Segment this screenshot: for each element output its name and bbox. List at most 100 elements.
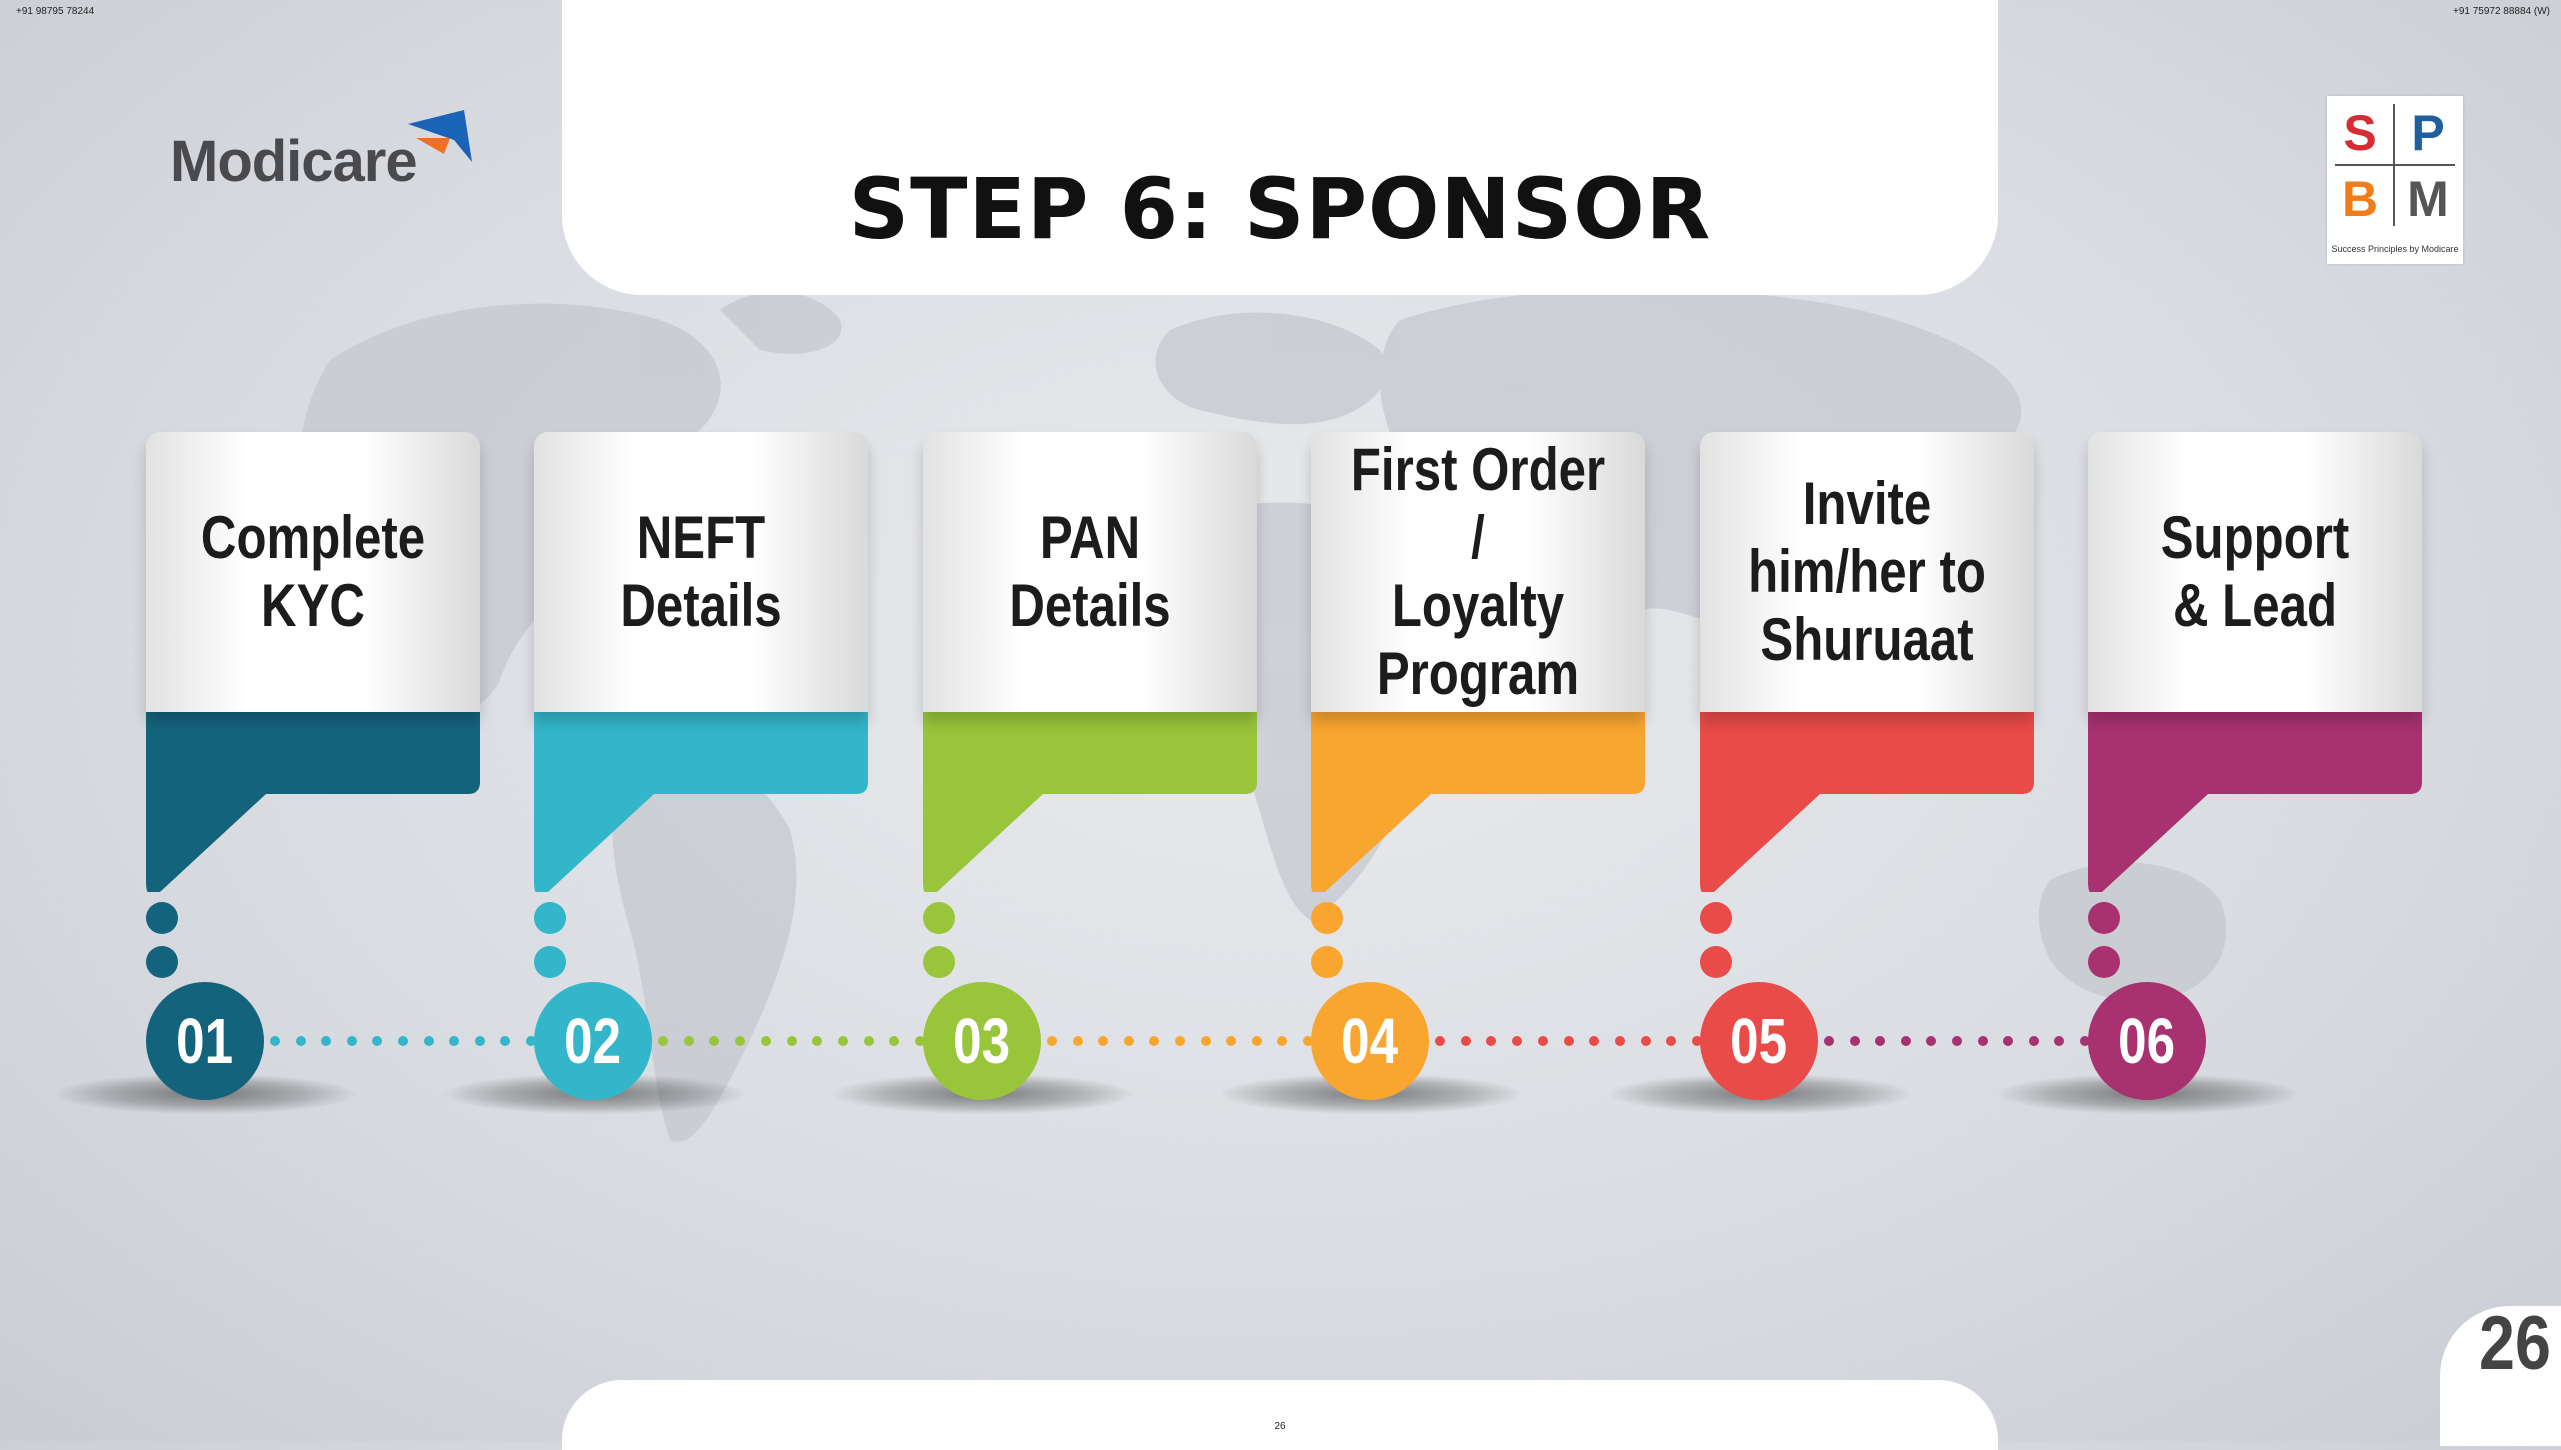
step-pointer-dot [534,946,566,978]
connector-dot [1435,1036,1445,1046]
connector-dot [1692,1036,1702,1046]
connector-dot [1201,1036,1211,1046]
step-card: PAN Details [923,432,1257,712]
spbm-tagline: Success Principles by Modicare [2331,244,2459,254]
step-pointer-dot [923,946,955,978]
step-card: NEFT Details [534,432,868,712]
spbm-letter-b: B [2341,171,2379,227]
step-label: Invite him/her to Shuruaat [1748,470,1986,673]
page-title: STEP 6: SPONSOR [848,160,1712,258]
connector-dot [347,1036,357,1046]
connector-dot [812,1036,822,1046]
spbm-logo: S P B M Success Principles by Modicare [2327,96,2463,264]
step-card: Support & Lead [2088,432,2422,712]
connector-dot [372,1036,382,1046]
connector-dot [1512,1036,1522,1046]
step-number-badge: 01 [146,982,264,1100]
slide-number-panel [2440,1306,2561,1446]
step-label: Support & Lead [2160,504,2350,639]
connector-dot [735,1036,745,1046]
step-pointer-dot [1700,946,1732,978]
spbm-letter-p: P [2411,105,2445,161]
step-color-band [534,702,868,892]
step-pointer-dot [146,902,178,934]
connector-dot [296,1036,306,1046]
connector-dot [1824,1036,1834,1046]
connector-dot [889,1036,899,1046]
step-number-badge: 06 [2088,982,2206,1100]
connector-dot [1098,1036,1108,1046]
step-card: First Order / Loyalty Program [1311,432,1645,712]
connector-dot [1666,1036,1676,1046]
step-number: 01 [176,1005,234,1077]
connector-dot [1149,1036,1159,1046]
connector-dot [1277,1036,1287,1046]
step-pointer-dot [2088,946,2120,978]
step-number-badge: 04 [1311,982,1429,1100]
connector-dot [1252,1036,1262,1046]
connector-dot [915,1036,925,1046]
connector-dot [424,1036,434,1046]
step-number: 04 [1341,1005,1399,1077]
connector-dot [658,1036,668,1046]
connector-dot [2054,1036,2064,1046]
step-color-band [2088,702,2422,892]
connector-dot [709,1036,719,1046]
connector-dot [1615,1036,1625,1046]
connector-dot [1952,1036,1962,1046]
connector-dot [864,1036,874,1046]
footer-panel [562,1380,1998,1450]
step-number-badge: 05 [1700,982,1818,1100]
step-pointer-dot [534,902,566,934]
title-panel [562,0,1998,295]
step-pointer-dot [146,946,178,978]
header-right-phone: +91 75972 88884 (W) [2452,6,2550,17]
step-pointer-dot [1700,902,1732,934]
step-color-band [146,702,480,892]
connector-dot [2029,1036,2039,1046]
connector-dot [526,1036,536,1046]
step-label: Complete KYC [200,504,426,639]
connector-dot [1978,1036,1988,1046]
connector-dot [1226,1036,1236,1046]
header-left-phone: +91 98795 78244 [16,6,95,17]
spbm-divider-horizontal [2335,164,2455,166]
connector-dot [398,1036,408,1046]
logo-text: Modicare [170,129,418,194]
step-color-band [1700,702,2034,892]
connector-dot [1926,1036,1936,1046]
step-number: 03 [953,1005,1011,1077]
connector-dot [838,1036,848,1046]
step-pointer-dot [2088,902,2120,934]
connector-dot [2003,1036,2013,1046]
modicare-logo: Modicare [170,110,490,200]
connector-dot [1303,1036,1313,1046]
step-pointer-dot [1311,946,1343,978]
connector-dot [761,1036,771,1046]
step-label: PAN Details [1009,504,1171,639]
connector-dot [787,1036,797,1046]
connector-dot [270,1036,280,1046]
connector-dot [2080,1036,2090,1046]
step-color-band [1311,702,1645,892]
connector-dot [1589,1036,1599,1046]
connector-dot [1124,1036,1134,1046]
connector-dot [1538,1036,1548,1046]
step-number-badge: 02 [534,982,652,1100]
step-card: Complete KYC [146,432,480,712]
step-pointer-dot [923,902,955,934]
step-number: 02 [564,1005,622,1077]
connector-dot [475,1036,485,1046]
logo-swoosh-icon [408,110,472,162]
connector-dot [500,1036,510,1046]
connector-dot [1641,1036,1651,1046]
connector-dot [321,1036,331,1046]
connector-dot [1850,1036,1860,1046]
connector-dot [1461,1036,1471,1046]
step-label: First Order / Loyalty Program [1350,436,1606,707]
connector-dot [1875,1036,1885,1046]
connector-dot [1047,1036,1057,1046]
slide-number: 26 [2479,1301,2551,1386]
connector-dot [449,1036,459,1046]
step-number: 05 [1730,1005,1788,1077]
